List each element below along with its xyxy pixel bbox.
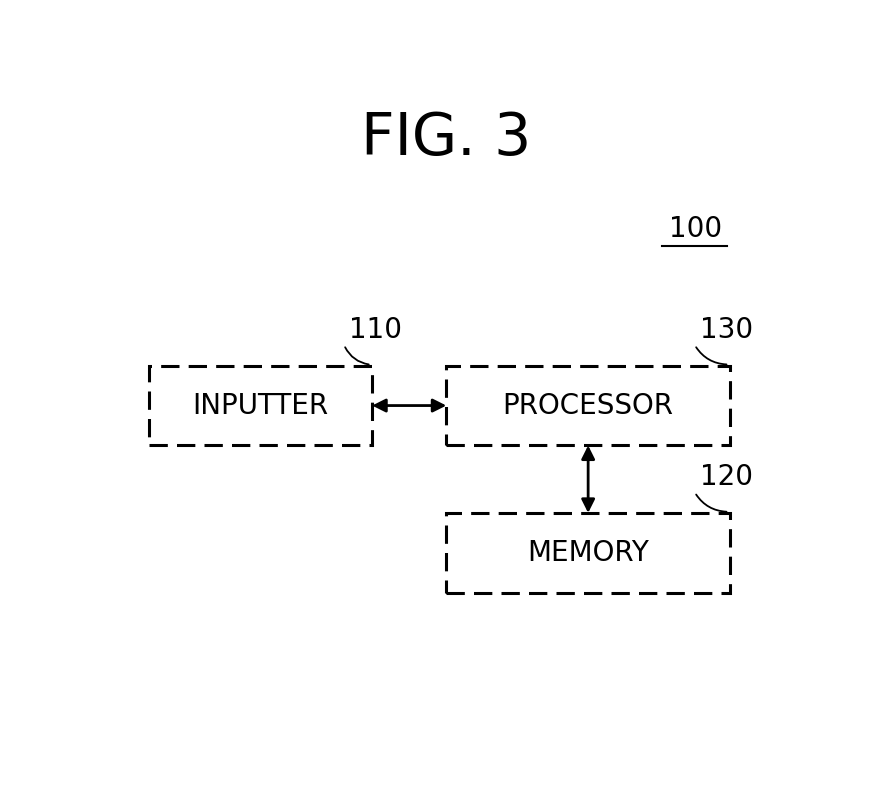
Text: 110: 110 — [348, 316, 402, 344]
Text: MEMORY: MEMORY — [527, 539, 649, 567]
Text: 130: 130 — [699, 316, 753, 344]
Text: PROCESSOR: PROCESSOR — [503, 391, 673, 419]
Bar — [446, 366, 730, 446]
Text: 100: 100 — [669, 215, 722, 243]
Text: INPUTTER: INPUTTER — [192, 391, 329, 419]
Bar — [150, 366, 372, 446]
Bar — [446, 513, 730, 593]
Text: 120: 120 — [699, 464, 753, 492]
Text: FIG. 3: FIG. 3 — [361, 110, 531, 167]
